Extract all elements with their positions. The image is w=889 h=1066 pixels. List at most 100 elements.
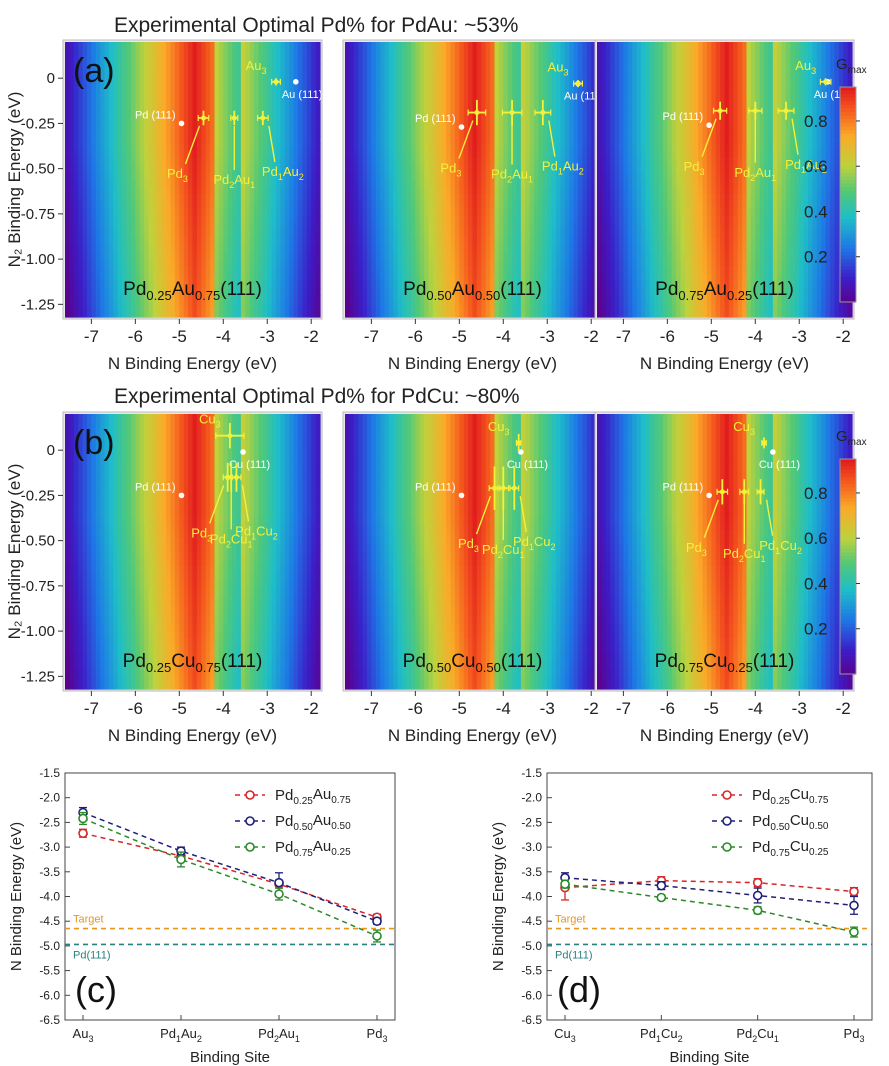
heatmap-cell (393, 208, 399, 217)
heatmap-cell (446, 288, 452, 296)
heatmap-cell (582, 273, 588, 282)
heatmap-cell (454, 165, 460, 173)
heatmap-cell (481, 172, 487, 181)
heatmap-cell (152, 230, 158, 238)
heatmap-cell (578, 237, 584, 246)
heatmap-cell (564, 273, 570, 282)
heatmap-cell (503, 165, 509, 173)
heatmap-cell (170, 136, 176, 144)
heatmap-cell (498, 302, 504, 311)
heatmap-cell (188, 179, 194, 188)
heatmap-cell (100, 143, 106, 152)
heatmap-cell (249, 288, 255, 296)
heatmap-cell (196, 172, 202, 181)
heatmap-cell (276, 266, 282, 275)
heatmap-cell (591, 193, 597, 202)
heatmap-cell (289, 302, 295, 311)
heatmap-cell (302, 230, 308, 238)
heatmap-cell (556, 85, 562, 94)
heatmap-cell (618, 78, 624, 87)
heatmap-cell (245, 136, 251, 144)
heatmap-cell (490, 251, 496, 260)
heatmap-cell (188, 280, 194, 289)
heatmap-cell (65, 128, 70, 137)
heatmap-cell (236, 309, 242, 318)
heatmap-cell (614, 201, 620, 210)
heatmap-cell (605, 215, 611, 224)
heatmap-cell (601, 143, 607, 152)
heatmap-cell (258, 193, 264, 202)
heatmap-cell (380, 157, 386, 166)
heatmap-cell (166, 42, 172, 50)
heatmap-cell (78, 150, 84, 159)
heatmap-cell (645, 179, 651, 188)
heatmap-cell (623, 259, 629, 267)
heatmap-cell (362, 121, 368, 130)
heatmap-cell (210, 99, 216, 108)
heatmap-cell (402, 222, 408, 231)
heatmap-cell (450, 288, 456, 296)
heatmap-cell (73, 222, 79, 231)
heatmap-cell (485, 56, 491, 65)
heatmap-cell (569, 63, 575, 72)
heatmap-cell (232, 222, 238, 231)
heatmap-cell (214, 186, 220, 195)
heatmap-cell (236, 143, 242, 152)
heatmap-cell (601, 78, 607, 87)
heatmap-cell (512, 222, 518, 231)
heatmap-cell (135, 179, 141, 188)
heatmap-cell (525, 157, 531, 166)
heatmap-cell (406, 128, 412, 137)
heatmap-cell (65, 201, 70, 210)
heatmap-cell (284, 92, 290, 101)
heatmap-cell (463, 288, 469, 296)
heatmap-cell (428, 179, 434, 188)
heatmap-cell (547, 107, 553, 115)
heatmap-cell (402, 201, 408, 210)
heatmap-cell (564, 85, 570, 94)
heatmap-cell (632, 165, 638, 173)
heatmap-cell (419, 259, 425, 267)
heatmap-cell (424, 302, 430, 311)
heatmap-cell (311, 295, 317, 304)
heatmap-cell (86, 85, 92, 94)
site-arrow (268, 125, 276, 163)
heatmap-cell (227, 157, 233, 166)
heatmap-cell (375, 172, 381, 181)
heatmap-cell (498, 237, 504, 246)
heatmap-cell (271, 107, 277, 115)
heatmap-cell (183, 222, 189, 231)
heatmap-cell (223, 230, 229, 238)
heatmap-cell (551, 99, 557, 108)
heatmap-cell (640, 121, 646, 130)
heatmap-cell (113, 107, 119, 115)
heatmap-cell (564, 78, 570, 87)
heatmap-cell (254, 302, 260, 311)
heatmap-cell (441, 288, 447, 296)
heatmap-cell (86, 114, 92, 123)
heatmap-cell (280, 230, 286, 238)
heatmap-cell (366, 63, 372, 72)
heatmap-cell (463, 56, 469, 65)
heatmap-cell (454, 237, 460, 246)
heatmap-cell (315, 266, 321, 275)
heatmap-cell (349, 251, 355, 260)
heatmap-cell (262, 237, 268, 246)
heatmap-cell (135, 143, 141, 152)
heatmap-cell (605, 165, 611, 173)
heatmap-cell (476, 288, 482, 296)
heatmap-cell (578, 302, 584, 311)
heatmap-cell (384, 49, 390, 58)
heatmap-cell (375, 70, 381, 79)
heatmap-cell (623, 273, 629, 282)
heatmap-cell (503, 186, 509, 195)
heatmap-cell (345, 172, 350, 181)
heatmap-cell (428, 99, 434, 108)
heatmap-cell (393, 121, 399, 130)
heatmap-cell (262, 56, 268, 65)
heatmap-cell (69, 49, 75, 58)
heatmap-cell (65, 309, 70, 318)
heatmap-cell (494, 193, 500, 202)
heatmap-cell (135, 56, 141, 65)
heatmap-cell (214, 157, 220, 166)
